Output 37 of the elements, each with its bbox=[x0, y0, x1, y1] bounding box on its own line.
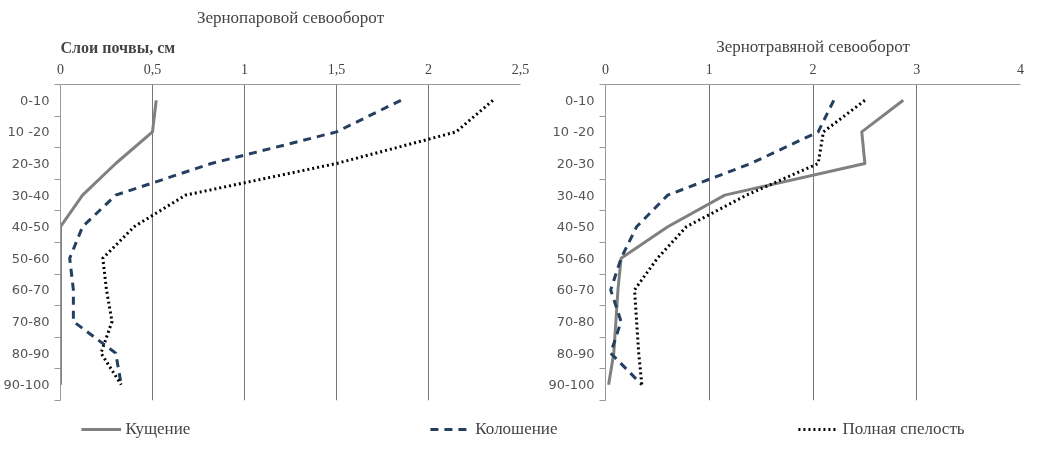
y-tick-label: 40-50 bbox=[556, 219, 595, 235]
y-tick-label: 0-10 bbox=[565, 92, 595, 108]
x-tick-label: 0 bbox=[57, 61, 64, 77]
y-tick-label: 90-100 bbox=[548, 377, 595, 393]
y-tick-label: 30-40 bbox=[556, 187, 595, 203]
x-tick-label: 4 bbox=[1017, 61, 1024, 77]
y-tick-label: 50-60 bbox=[556, 250, 595, 266]
y-tick-label: 50-60 bbox=[11, 250, 50, 266]
chart-title: Зернопаровой севооборот bbox=[196, 7, 385, 27]
x-tick-label: 0 bbox=[602, 61, 609, 77]
y-tick-label: 90-100 bbox=[3, 377, 50, 393]
y-tick-label: 20-30 bbox=[11, 156, 50, 171]
x-tick-label: 3 bbox=[913, 61, 921, 77]
x-tick-label: 0,5 bbox=[143, 61, 162, 77]
chart-title: Зернотравяной севооборот bbox=[716, 36, 911, 56]
x-tick-label: 1 bbox=[705, 61, 713, 77]
legend-label: Колошение bbox=[475, 419, 558, 439]
y-tick-label: 60-70 bbox=[556, 282, 595, 298]
y-tick-label: 60-70 bbox=[11, 282, 50, 298]
x-tick-label: 1 bbox=[241, 61, 248, 77]
y-tick-label: 30-40 bbox=[11, 187, 50, 203]
x-tick-label: 1,5 bbox=[327, 61, 346, 77]
legend-label: Кущение bbox=[125, 419, 191, 439]
legend-label: Полная спелость bbox=[842, 419, 965, 439]
y-tick-label: 10 -20 bbox=[7, 124, 50, 140]
y-tick-label: 10 -20 bbox=[552, 124, 595, 140]
y-axis-title: Слои почвы, см bbox=[60, 38, 176, 56]
y-tick-label: 40-50 bbox=[11, 219, 50, 235]
y-tick-label: 70-80 bbox=[556, 314, 595, 329]
y-tick-label: 70-80 bbox=[11, 314, 50, 329]
y-tick-label: 80-90 bbox=[556, 345, 595, 361]
y-tick-label: 20-30 bbox=[556, 156, 595, 171]
x-tick-label: 2,5 bbox=[511, 61, 530, 77]
y-tick-label: 80-90 bbox=[11, 345, 50, 361]
y-tick-label: 0-10 bbox=[20, 92, 50, 108]
x-tick-label: 2 bbox=[425, 61, 432, 77]
x-tick-label: 2 bbox=[809, 61, 817, 77]
